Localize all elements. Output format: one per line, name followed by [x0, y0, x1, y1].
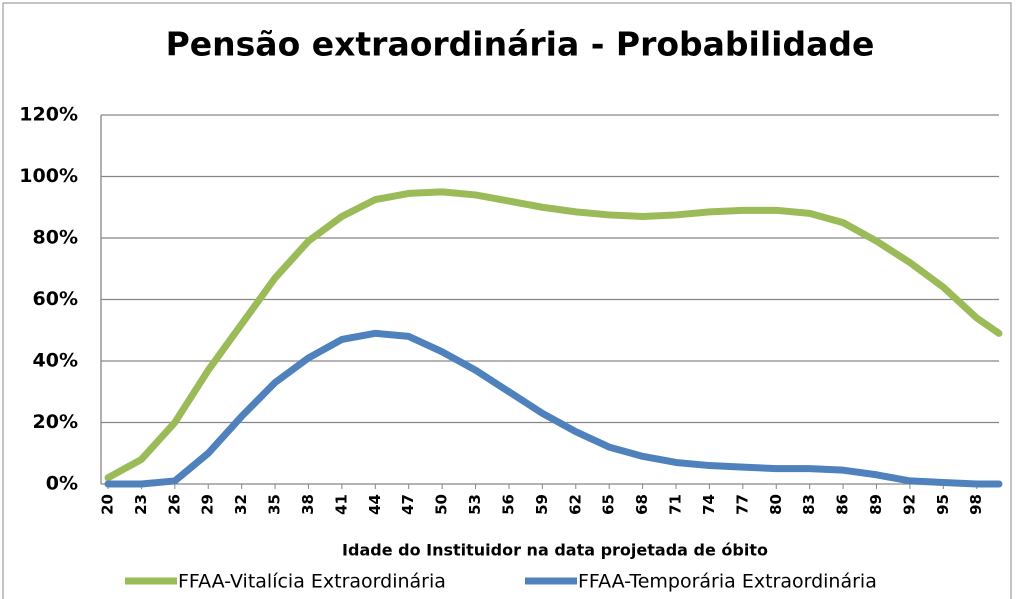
- x-tick-label: 44: [366, 494, 384, 515]
- x-tick-label: 74: [700, 494, 718, 515]
- y-tick-label: 0%: [46, 473, 78, 495]
- y-tick-label: 60%: [33, 288, 78, 310]
- x-tick-label: 77: [733, 494, 751, 515]
- x-tick-label: 29: [199, 494, 217, 515]
- series-line: [104, 329, 1003, 488]
- x-tick-label: 98: [967, 494, 985, 515]
- x-tick-label: 35: [266, 494, 284, 515]
- x-tick-label: 38: [299, 494, 317, 515]
- x-tick-label: 62: [566, 494, 584, 515]
- y-tick-label: 80%: [33, 227, 78, 249]
- x-axis-title: Idade do Instituidor na data projetada d…: [342, 541, 768, 560]
- series-line: [104, 188, 1003, 482]
- x-tick-label: 56: [499, 494, 517, 515]
- y-tick-label: 100%: [19, 165, 78, 187]
- x-tick-label: 32: [232, 494, 250, 515]
- x-tick-label: 23: [132, 494, 150, 515]
- x-tick-label: 68: [633, 494, 651, 515]
- y-tick-label: 40%: [33, 350, 78, 372]
- x-tick-label: 20: [99, 494, 117, 515]
- chart-title: Pensão extraordinária - Probabilidade: [166, 25, 875, 64]
- x-tick-label: 41: [332, 494, 350, 515]
- legend-label: FFAA-Temporária Extraordinária: [578, 571, 877, 593]
- x-tick-label: 50: [433, 494, 451, 515]
- x-tick-label: 26: [165, 494, 183, 515]
- x-tick-label: 95: [934, 494, 952, 515]
- y-tick-label: 20%: [33, 411, 78, 433]
- x-tick-label: 83: [800, 494, 818, 515]
- x-tick-label: 53: [466, 494, 484, 515]
- legend-label: FFAA-Vitalícia Extraordinária: [178, 571, 446, 593]
- x-tick-label: 59: [533, 494, 551, 515]
- x-tick-label: 92: [900, 494, 918, 515]
- x-tick-label: 80: [767, 494, 785, 515]
- x-tick-label: 89: [867, 494, 885, 515]
- x-tick-label: 86: [834, 494, 852, 515]
- x-tick-label: 47: [399, 494, 417, 515]
- x-tick-label: 65: [600, 494, 618, 515]
- y-tick-label: 120%: [19, 104, 78, 126]
- x-tick-label: 71: [667, 494, 685, 515]
